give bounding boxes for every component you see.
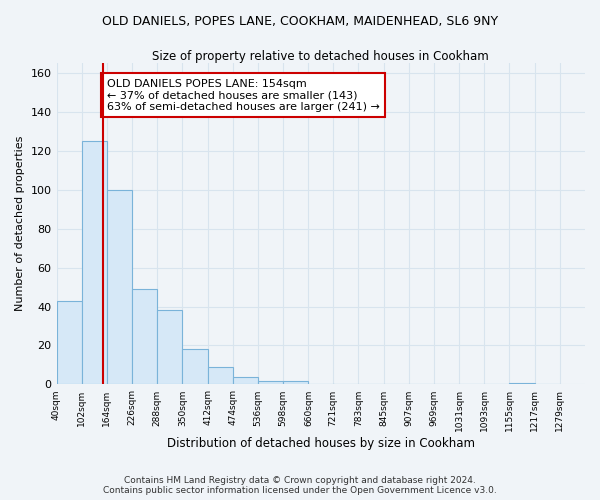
X-axis label: Distribution of detached houses by size in Cookham: Distribution of detached houses by size …	[167, 437, 475, 450]
Bar	[107, 190, 132, 384]
Bar	[233, 376, 258, 384]
Y-axis label: Number of detached properties: Number of detached properties	[15, 136, 25, 312]
Bar	[258, 380, 283, 384]
Bar	[283, 380, 308, 384]
Bar	[182, 350, 208, 384]
Title: Size of property relative to detached houses in Cookham: Size of property relative to detached ho…	[152, 50, 489, 63]
Bar	[509, 382, 535, 384]
Bar	[157, 310, 182, 384]
Text: OLD DANIELS POPES LANE: 154sqm
← 37% of detached houses are smaller (143)
63% of: OLD DANIELS POPES LANE: 154sqm ← 37% of …	[107, 78, 380, 112]
Text: OLD DANIELS, POPES LANE, COOKHAM, MAIDENHEAD, SL6 9NY: OLD DANIELS, POPES LANE, COOKHAM, MAIDEN…	[102, 15, 498, 28]
Bar	[56, 300, 82, 384]
Bar	[82, 141, 107, 384]
Text: Contains HM Land Registry data © Crown copyright and database right 2024.
Contai: Contains HM Land Registry data © Crown c…	[103, 476, 497, 495]
Bar	[208, 367, 233, 384]
Bar	[132, 289, 157, 384]
